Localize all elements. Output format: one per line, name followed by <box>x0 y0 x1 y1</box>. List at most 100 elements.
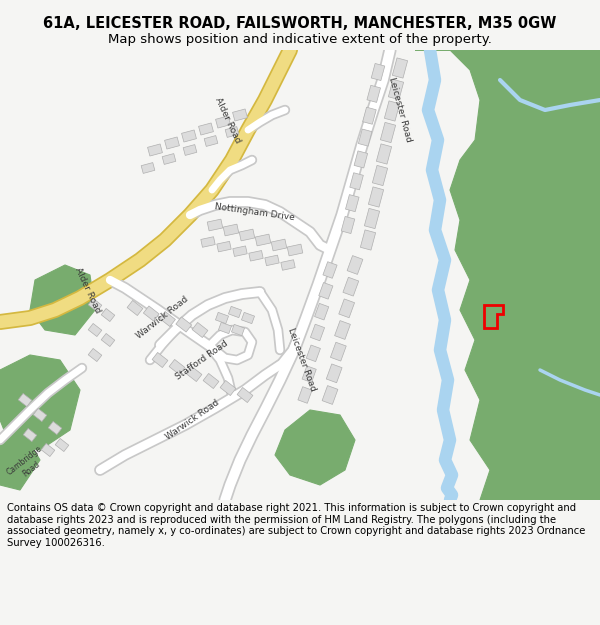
Polygon shape <box>0 355 80 450</box>
Bar <box>271 239 287 251</box>
Bar <box>229 306 242 318</box>
Text: Warwick Road: Warwick Road <box>134 295 190 341</box>
Bar <box>281 260 295 270</box>
Bar <box>41 444 55 456</box>
Bar <box>319 282 333 299</box>
Bar <box>186 366 202 381</box>
Bar <box>362 107 376 124</box>
Bar <box>298 387 312 403</box>
Bar <box>162 154 176 164</box>
Bar <box>88 324 102 336</box>
Bar <box>323 262 337 278</box>
Bar <box>265 255 279 266</box>
Bar <box>18 394 32 406</box>
Text: Cambridge
Road: Cambridge Road <box>5 444 50 486</box>
Bar <box>23 429 37 441</box>
Bar <box>88 349 102 361</box>
Bar <box>215 312 229 324</box>
Text: Contains OS data © Crown copyright and database right 2021. This information is : Contains OS data © Crown copyright and d… <box>7 503 586 548</box>
Bar <box>358 129 372 146</box>
Bar <box>326 364 342 382</box>
Bar <box>88 299 102 311</box>
Bar <box>343 278 359 296</box>
Bar <box>141 162 155 173</box>
Text: Stafford Road: Stafford Road <box>174 339 230 381</box>
Bar <box>207 219 223 231</box>
Bar <box>368 187 383 207</box>
Bar <box>373 166 388 186</box>
Bar <box>341 216 355 234</box>
Polygon shape <box>30 265 95 335</box>
Bar <box>218 322 232 334</box>
Bar <box>203 374 219 389</box>
Text: Map shows position and indicative extent of the property.: Map shows position and indicative extent… <box>108 32 492 46</box>
Bar <box>55 439 69 451</box>
Bar <box>192 322 208 338</box>
Bar <box>314 303 329 320</box>
Polygon shape <box>520 220 600 320</box>
Bar <box>101 334 115 346</box>
Polygon shape <box>0 435 40 490</box>
Bar <box>376 144 392 164</box>
Bar <box>160 311 175 326</box>
Bar <box>176 317 191 332</box>
Bar <box>239 229 255 241</box>
Bar <box>255 234 271 246</box>
Bar <box>367 86 380 102</box>
Bar <box>148 144 163 156</box>
Polygon shape <box>525 355 600 450</box>
Polygon shape <box>275 410 355 485</box>
Bar <box>233 246 247 256</box>
Bar <box>335 321 350 339</box>
Text: Leicester Road: Leicester Road <box>387 76 413 144</box>
Text: Alder Road: Alder Road <box>73 266 103 314</box>
Bar <box>339 299 355 318</box>
Bar <box>101 309 115 321</box>
Text: Alder Road: Alder Road <box>214 96 242 144</box>
Bar <box>152 352 168 367</box>
Bar <box>183 144 197 156</box>
Bar <box>201 237 215 248</box>
Bar <box>388 79 404 99</box>
Bar <box>33 409 47 421</box>
Text: 61A, LEICESTER ROAD, FAILSWORTH, MANCHESTER, M35 0GW: 61A, LEICESTER ROAD, FAILSWORTH, MANCHES… <box>43 16 557 31</box>
Bar <box>392 58 407 78</box>
Bar <box>241 312 254 324</box>
Text: Warwick Road: Warwick Road <box>164 398 220 442</box>
Bar <box>220 381 236 396</box>
Bar <box>249 251 263 261</box>
Bar <box>237 388 253 402</box>
Bar <box>127 301 143 316</box>
Bar <box>232 324 245 336</box>
Bar <box>164 137 179 149</box>
Bar <box>169 359 185 374</box>
Bar <box>225 127 239 138</box>
Text: Nottingham Drive: Nottingham Drive <box>214 202 296 222</box>
Bar <box>182 130 196 142</box>
Bar <box>347 256 363 274</box>
Bar <box>361 230 376 250</box>
Bar <box>346 194 359 212</box>
Bar <box>322 386 338 404</box>
Bar <box>287 244 303 256</box>
Bar <box>143 306 159 321</box>
Bar <box>306 345 320 362</box>
Bar <box>199 123 214 135</box>
Bar <box>380 122 395 142</box>
Bar <box>223 224 239 236</box>
Bar <box>233 109 247 121</box>
Bar <box>302 366 316 382</box>
Bar <box>217 241 231 252</box>
Bar <box>350 173 364 190</box>
Text: Leicester Road: Leicester Road <box>286 327 317 393</box>
Bar <box>371 64 385 81</box>
Bar <box>331 342 346 361</box>
Bar <box>385 101 400 121</box>
Bar <box>215 116 230 128</box>
Bar <box>364 208 380 229</box>
Bar <box>310 324 325 341</box>
Bar <box>204 136 218 146</box>
Polygon shape <box>415 50 600 500</box>
Bar <box>48 421 62 434</box>
Bar <box>354 151 368 168</box>
